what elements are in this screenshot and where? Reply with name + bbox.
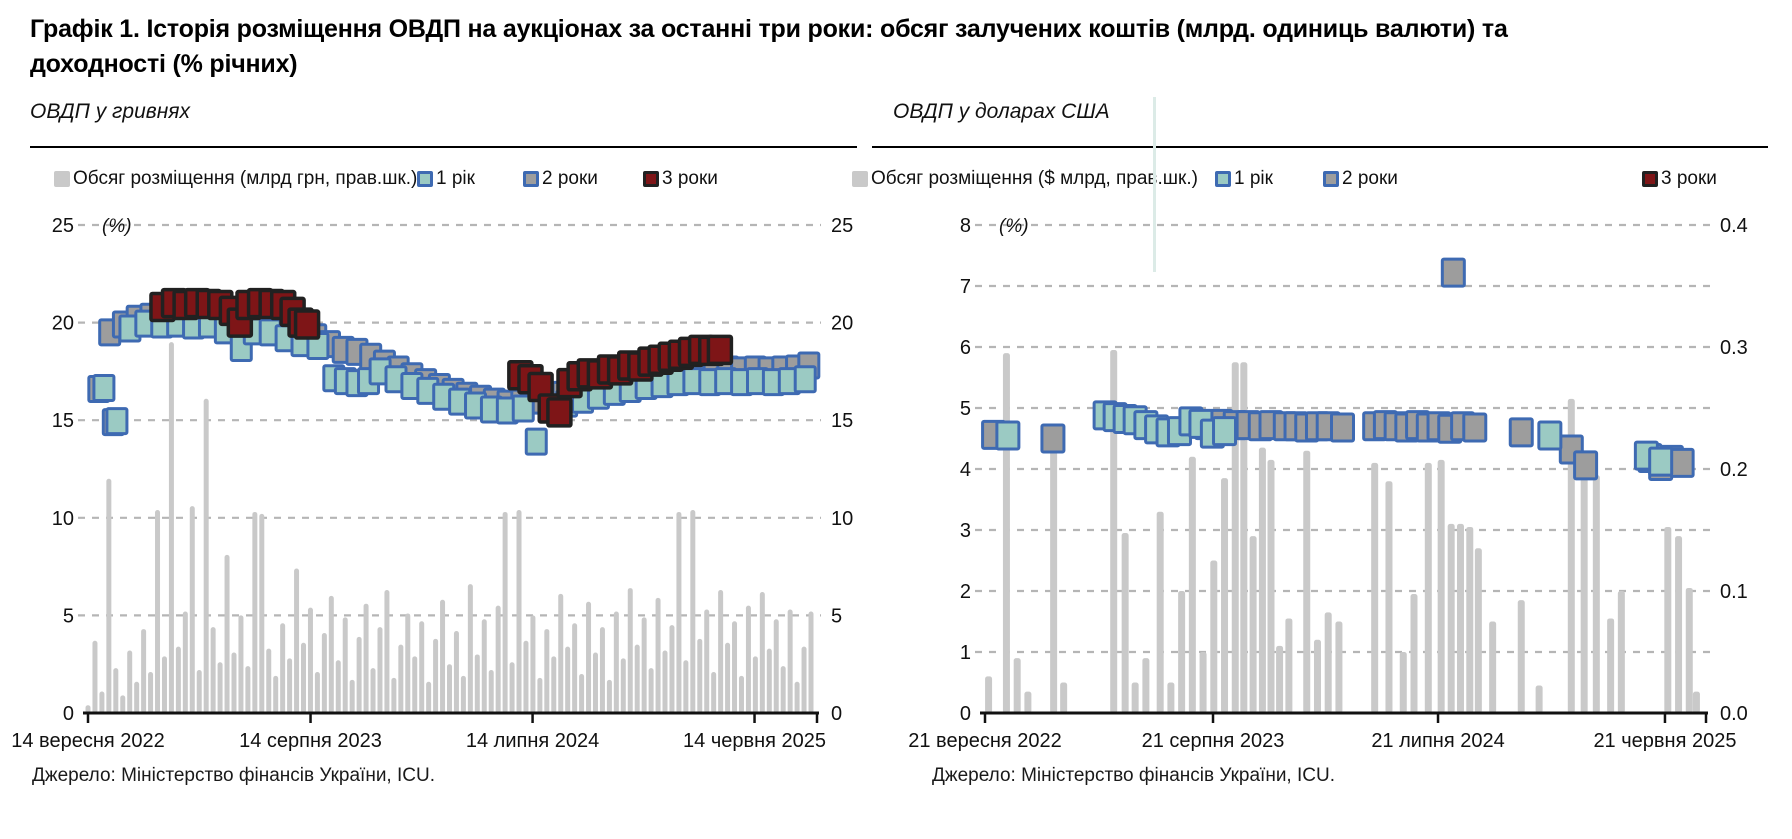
svg-text:10: 10 bbox=[52, 508, 74, 530]
svg-text:20: 20 bbox=[52, 313, 74, 335]
svg-text:10: 10 bbox=[831, 508, 853, 530]
svg-text:7: 7 bbox=[960, 276, 971, 298]
svg-text:0: 0 bbox=[63, 703, 74, 725]
chart-title: Графік 1. Історія розміщення ОВДП на аук… bbox=[30, 15, 1508, 78]
two-year-swatch bbox=[523, 171, 539, 187]
svg-text:14 липня 2024: 14 липня 2024 bbox=[466, 730, 599, 752]
legend-label: Обсяг розміщення (млрд грн, прав.шк.) bbox=[73, 168, 418, 189]
legend-label: Обсяг розміщення ($ млрд, прав.шк.) bbox=[871, 168, 1198, 189]
svg-text:2: 2 bbox=[960, 581, 971, 603]
right-chart-subtitle: ОВДП у доларах США bbox=[893, 100, 1110, 123]
svg-text:21 червня 2025: 21 червня 2025 bbox=[1593, 730, 1736, 752]
svg-text:14 червня 2025: 14 червня 2025 bbox=[683, 730, 826, 752]
svg-text:14 серпня 2023: 14 серпня 2023 bbox=[239, 730, 382, 752]
cursor-artifact-line bbox=[1153, 97, 1156, 272]
svg-text:1: 1 bbox=[960, 642, 971, 664]
three-year-swatch bbox=[643, 171, 659, 187]
legend-label: 1 рік bbox=[1234, 168, 1273, 189]
legend-item-volume-uah: Обсяг розміщення (млрд грн, прав.шк.) bbox=[54, 168, 417, 190]
svg-text:15: 15 bbox=[52, 410, 74, 432]
legend-item-1y-usd: 1 рік bbox=[1215, 168, 1273, 190]
svg-text:25: 25 bbox=[52, 215, 74, 237]
legend-label: 1 рік bbox=[436, 168, 475, 189]
volume-swatch bbox=[852, 171, 868, 187]
svg-text:0.0: 0.0 bbox=[1720, 703, 1748, 725]
svg-text:0.1: 0.1 bbox=[1720, 581, 1748, 603]
svg-text:0: 0 bbox=[831, 703, 842, 725]
svg-text:14 вересня 2022: 14 вересня 2022 bbox=[11, 730, 165, 752]
uah-bond-chart: 14 вересня 2022 14 серпня 2023 14 липня 20… bbox=[11, 215, 853, 752]
right-subtitle-rule bbox=[872, 146, 1768, 148]
left-chart-source: Джерело: Міністерство фінансів України, … bbox=[32, 765, 435, 786]
usd-bond-chart: 21 вересня 2022 21 серпня 2023 21 липня 20… bbox=[908, 215, 1748, 752]
legend-item-2y-uah: 2 роки bbox=[523, 168, 598, 190]
svg-text:(%): (%) bbox=[999, 216, 1029, 237]
legend-item-volume-usd: Обсяг розміщення ($ млрд, прав.шк.) bbox=[852, 168, 1198, 190]
svg-text:8: 8 bbox=[960, 215, 971, 237]
svg-text:(%): (%) bbox=[102, 216, 132, 237]
svg-text:15: 15 bbox=[831, 410, 853, 432]
left-subtitle-rule bbox=[30, 146, 857, 148]
svg-text:5: 5 bbox=[831, 605, 842, 627]
legend-item-2y-usd: 2 роки bbox=[1323, 168, 1398, 190]
svg-text:6: 6 bbox=[960, 337, 971, 359]
three-year-swatch bbox=[1642, 171, 1658, 187]
svg-text:5: 5 bbox=[63, 605, 74, 627]
one-year-swatch bbox=[417, 171, 433, 187]
left-chart-subtitle: ОВДП у гривнях bbox=[30, 100, 191, 123]
svg-text:0.2: 0.2 bbox=[1720, 459, 1748, 481]
legend-item-3y-usd: 3 роки bbox=[1642, 168, 1717, 190]
svg-text:0.4: 0.4 bbox=[1720, 215, 1748, 237]
legend-label: 3 роки bbox=[662, 168, 718, 189]
two-year-swatch bbox=[1323, 171, 1339, 187]
legend-label: 2 роки bbox=[1342, 168, 1398, 189]
legend-label: 2 роки bbox=[542, 168, 598, 189]
svg-text:21 липня 2024: 21 липня 2024 bbox=[1371, 730, 1504, 752]
svg-text:0.3: 0.3 bbox=[1720, 337, 1748, 359]
svg-text:4: 4 bbox=[960, 459, 971, 481]
legend-item-1y-uah: 1 рік bbox=[417, 168, 475, 190]
one-year-swatch bbox=[1215, 171, 1231, 187]
right-chart-source: Джерело: Міністерство фінансів України, … bbox=[932, 765, 1335, 786]
svg-text:21 серпня 2023: 21 серпня 2023 bbox=[1142, 730, 1285, 752]
legend-item-3y-uah: 3 роки bbox=[643, 168, 718, 190]
svg-text:20: 20 bbox=[831, 313, 853, 335]
legend-label: 3 роки bbox=[1661, 168, 1717, 189]
svg-text:3: 3 bbox=[960, 520, 971, 542]
svg-text:25: 25 bbox=[831, 215, 853, 237]
svg-text:21 вересня 2022: 21 вересня 2022 bbox=[908, 730, 1062, 752]
volume-swatch bbox=[54, 171, 70, 187]
svg-text:5: 5 bbox=[960, 398, 971, 420]
svg-text:0: 0 bbox=[960, 703, 971, 725]
